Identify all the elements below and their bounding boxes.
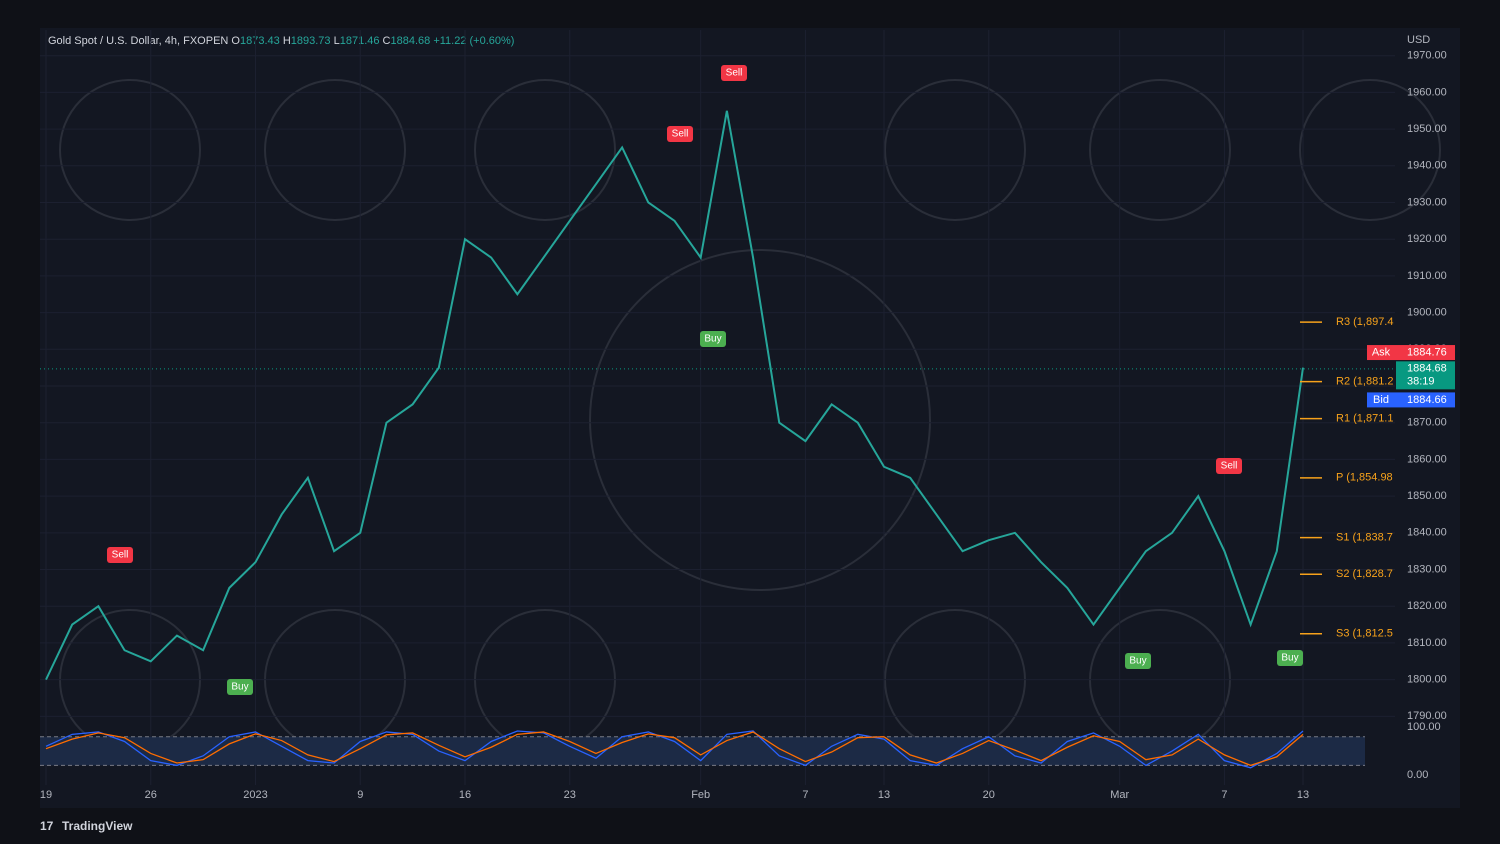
- y-tick-label: 1870.00: [1407, 417, 1447, 429]
- price-tag-key: [1367, 345, 1396, 361]
- brand-logo: 17: [40, 819, 54, 833]
- price-tag-label: Bid: [1373, 394, 1389, 406]
- x-tick-label: Feb: [691, 789, 710, 801]
- x-tick-label: 20: [983, 789, 995, 801]
- x-tick-label: 2023: [243, 789, 267, 801]
- price-line: [45, 730, 1304, 769]
- countdown: 38:19: [1407, 376, 1435, 388]
- pivot-label: R2 (1,881.2: [1336, 376, 1393, 388]
- x-tick-label: 7: [802, 789, 808, 801]
- x-tick-label: 13: [1297, 789, 1309, 801]
- ohlc-value: 1871.46: [340, 35, 380, 47]
- ohlc-value: 1884.68: [391, 35, 431, 47]
- y-tick-label: 1790.00: [1407, 710, 1447, 722]
- pivot-label: P (1,854.98: [1336, 472, 1393, 484]
- pivot-label: S2 (1,828.7: [1336, 568, 1393, 580]
- price-tag-value: 1884.68: [1407, 363, 1447, 375]
- ohlc-value: 1893.73: [291, 35, 331, 47]
- signal-badge: [721, 65, 747, 81]
- pivot-label: R1 (1,871.1: [1336, 413, 1393, 425]
- signal-text: Sell: [672, 129, 689, 140]
- signal-badge: [107, 547, 133, 563]
- signal-text: Buy: [704, 334, 721, 345]
- x-tick-label: 9: [357, 789, 363, 801]
- y-tick-label: 1970.00: [1407, 50, 1447, 62]
- ohlc-value: 1873.43: [240, 35, 280, 47]
- signal-text: Sell: [112, 550, 129, 561]
- signal-text: Buy: [1129, 656, 1146, 667]
- y-tick-label: 1910.00: [1407, 270, 1447, 282]
- signal-text: Sell: [1221, 461, 1238, 472]
- y-tick-label: 1840.00: [1407, 527, 1447, 539]
- symbol: Gold Spot / U.S. Dollar, 4h, FXOPEN: [48, 35, 228, 47]
- ohlc-key: O: [231, 35, 240, 47]
- osc-tick-label: 100.00: [1407, 721, 1441, 733]
- signal-badge: [227, 679, 253, 695]
- signal-badge: [1125, 653, 1151, 669]
- price-tag-value: 1884.66: [1407, 394, 1447, 406]
- price-tag-key: [1367, 392, 1396, 408]
- price-tag: [1396, 392, 1455, 408]
- signal-badge: [1277, 650, 1303, 666]
- currency: USD: [1407, 34, 1430, 46]
- signal-text: Buy: [231, 682, 248, 693]
- y-tick-label: 1960.00: [1407, 86, 1447, 98]
- signal-badge: [700, 331, 726, 347]
- y-tick-label: 1950.00: [1407, 123, 1447, 135]
- chart-pane: [40, 28, 1460, 808]
- y-tick-label: 1820.00: [1407, 600, 1447, 612]
- signal-text: Buy: [1281, 653, 1298, 664]
- y-tick-label: 1940.00: [1407, 160, 1447, 172]
- y-tick-label: 1900.00: [1407, 307, 1447, 319]
- price-line: [45, 731, 1304, 767]
- x-tick-label: 19: [40, 789, 52, 801]
- x-tick-label: 16: [459, 789, 471, 801]
- y-tick-label: 1850.00: [1407, 490, 1447, 502]
- y-tick-label: 1920.00: [1407, 233, 1447, 245]
- pivot-label: S1 (1,838.7: [1336, 531, 1393, 543]
- price-tag-value: 1884.76: [1407, 346, 1447, 358]
- osc-band: [40, 736, 1365, 766]
- price-line: [45, 110, 1304, 681]
- x-tick-label: 23: [564, 789, 576, 801]
- brand: TradingView: [62, 819, 133, 833]
- y-tick-label: 1800.00: [1407, 674, 1447, 686]
- pivot-label: S3 (1,812.5: [1336, 628, 1393, 640]
- change: +11.22 (+0.60%): [433, 35, 514, 47]
- y-tick-label: 1930.00: [1407, 196, 1447, 208]
- x-tick-label: 26: [145, 789, 157, 801]
- ohlc-key: H: [283, 35, 291, 47]
- x-tick-label: Mar: [1110, 789, 1129, 801]
- x-tick-label: 7: [1221, 789, 1227, 801]
- signal-text: Sell: [726, 68, 743, 79]
- y-tick-label: 1810.00: [1407, 637, 1447, 649]
- pivot-label: R3 (1,897.4: [1336, 316, 1393, 328]
- y-tick-label: 1860.00: [1407, 453, 1447, 465]
- x-tick-label: 13: [878, 789, 890, 801]
- y-tick-label: 1830.00: [1407, 563, 1447, 575]
- ohlc-key: L: [334, 35, 340, 47]
- price-tag: [1396, 361, 1455, 390]
- signal-badge: [1216, 458, 1242, 474]
- price-tag-label: Ask: [1372, 346, 1391, 358]
- signal-badge: [667, 126, 693, 142]
- price-tag: [1396, 345, 1455, 361]
- osc-tick-label: 0.00: [1407, 769, 1428, 781]
- ohlc-key: C: [383, 35, 391, 47]
- chart-header: Gold Spot / U.S. Dollar, 4h, FXOPEN O187…: [48, 35, 514, 47]
